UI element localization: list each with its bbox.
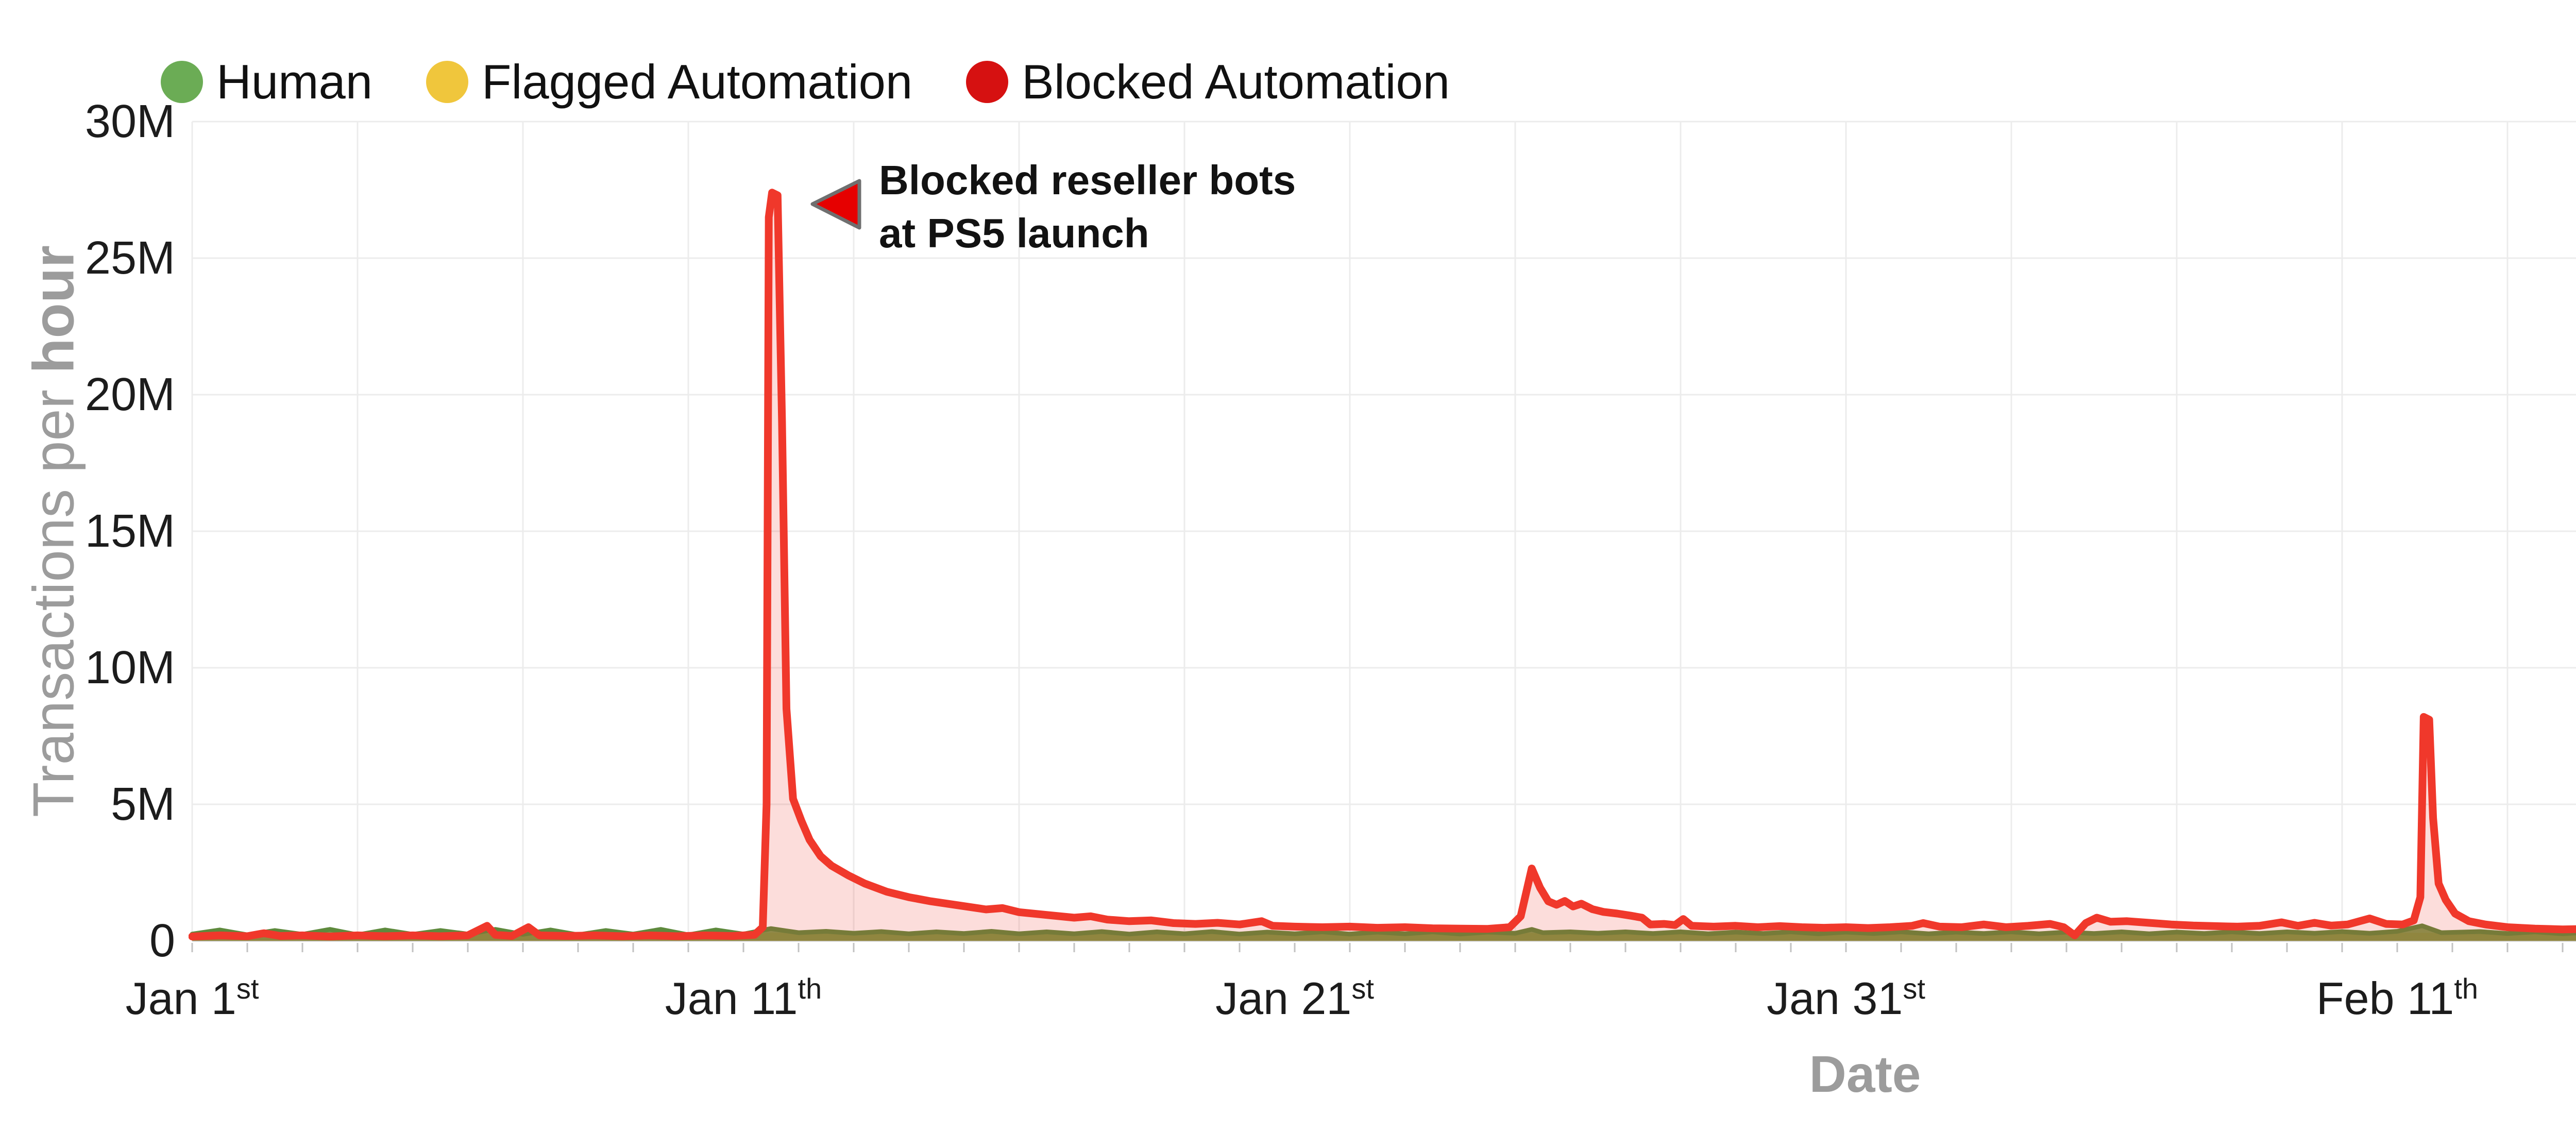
x-axis-title: Date [1809, 1045, 1921, 1103]
annotation-arrow-icon [810, 179, 861, 230]
annotation-text: Blocked reseller bots at PS5 launch [879, 154, 1296, 260]
y-tick-label-15M: 15M [84, 505, 175, 557]
legend: Human Flagged Automation Blocked Automat… [161, 58, 1450, 106]
legend-label-flagged-automation: Flagged Automation [482, 55, 913, 109]
blocked-automation-dot-icon [966, 61, 1009, 103]
y-tick-label-30M: 30M [84, 96, 175, 147]
grid-lines [191, 121, 2576, 942]
x-tick-label-Feb-11: Feb 11th [2316, 972, 2479, 1024]
legend-item-flagged-automation[interactable]: Flagged Automation [426, 58, 912, 106]
x-tick-label-Jan-21: Jan 21st [1215, 972, 1374, 1024]
x-tick-label-Jan-1: Jan 1st [125, 972, 259, 1024]
y-tick-label-10M: 10M [84, 642, 175, 694]
line-blocked-automation [189, 189, 2576, 940]
human-dot-icon [161, 61, 203, 103]
flagged-automation-dot-icon [426, 61, 469, 103]
y-tick-label-5M: 5M [110, 779, 175, 830]
legend-label-human: Human [216, 55, 373, 109]
axis-ticks [191, 943, 2564, 952]
y-tick-label-20M: 20M [84, 369, 175, 420]
x-tick-label-Jan-11: Jan 11th [665, 972, 822, 1024]
y-tick-label-0: 0 [149, 915, 175, 967]
annotation-line-1: Blocked reseller bots [879, 157, 1296, 203]
legend-item-blocked-automation[interactable]: Blocked Automation [966, 58, 1450, 106]
area-blocked-automation [192, 192, 2576, 941]
legend-label-blocked-automation: Blocked Automation [1022, 55, 1450, 109]
series-areas [189, 189, 2576, 941]
x-tick-label-Jan-31: Jan 31st [1767, 972, 1925, 1024]
annotation-line-2: at PS5 launch [879, 210, 1149, 256]
y-tick-label-25M: 25M [84, 232, 175, 284]
legend-item-human[interactable]: Human [161, 58, 372, 106]
